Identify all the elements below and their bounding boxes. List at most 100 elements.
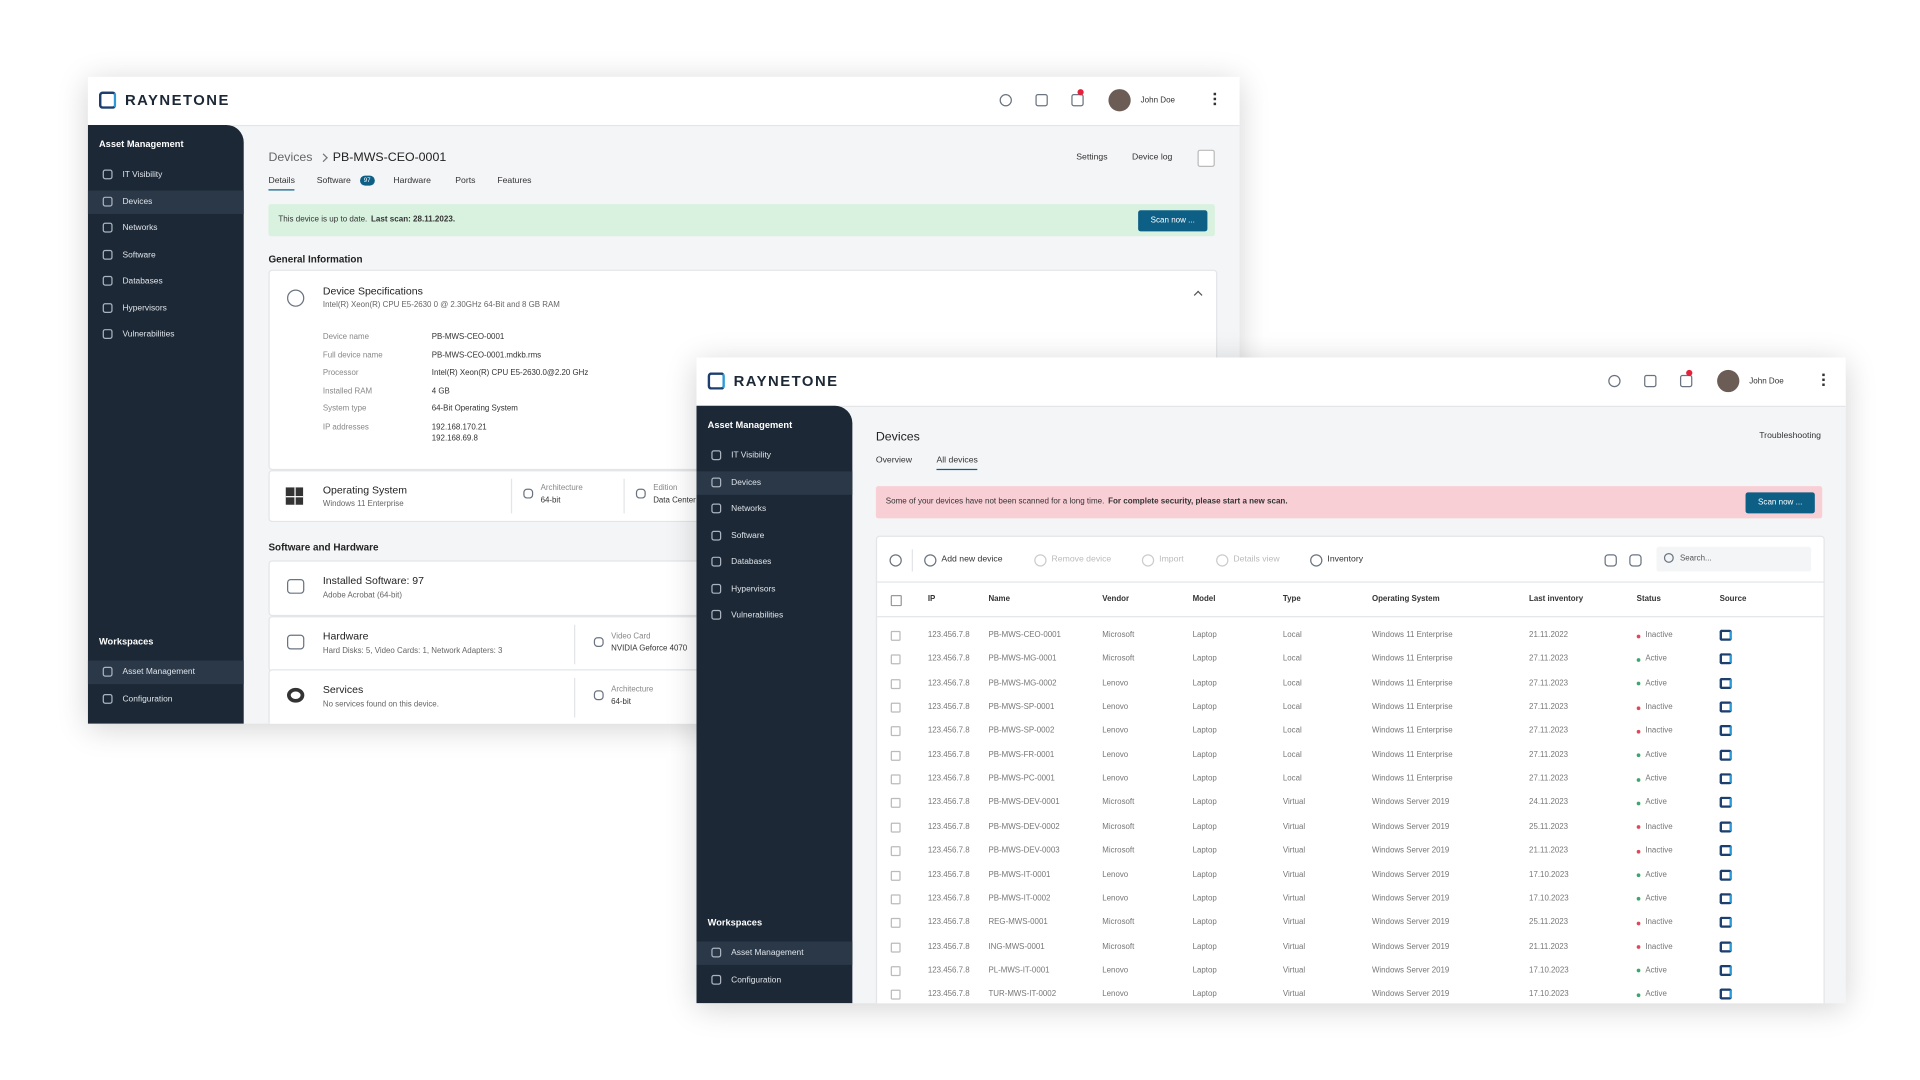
cell: Lenovo xyxy=(1102,774,1129,784)
workspace-item[interactable]: Asset Management xyxy=(87,660,244,685)
tab[interactable]: Software xyxy=(316,176,351,186)
nav-item[interactable]: Devices xyxy=(696,470,853,495)
banner-emphasis: Last scan: 28.11.2023. xyxy=(371,215,456,224)
field-label: Installed RAM xyxy=(322,386,373,396)
row-checkbox[interactable] xyxy=(890,846,901,857)
cell: 27.11.2023 xyxy=(1529,774,1569,784)
header-checkbox[interactable] xyxy=(890,595,902,607)
collapse-chevron[interactable] xyxy=(1193,290,1203,300)
banner-text: This device is up to date. Last scan: 28.… xyxy=(278,215,455,224)
workspace-item[interactable]: Asset Management xyxy=(696,941,853,965)
user-name: John Doe xyxy=(1140,96,1176,106)
header-icon[interactable] xyxy=(1644,374,1657,388)
row-checkbox[interactable] xyxy=(890,774,901,785)
cell: Virtual xyxy=(1282,870,1306,879)
toolbar-button[interactable]: Remove device xyxy=(1051,555,1112,565)
nav-item[interactable]: Databases xyxy=(88,270,244,294)
nav-item[interactable]: Software xyxy=(696,524,852,548)
tab[interactable]: Features xyxy=(497,176,532,186)
header-icon[interactable] xyxy=(1679,374,1693,388)
cell: ING-MWS-0001 xyxy=(988,942,1045,951)
header-action[interactable]: Device log xyxy=(1131,153,1173,163)
nav-item[interactable]: Vulnerabilities xyxy=(696,604,852,628)
scan-button[interactable]: Scan now ... xyxy=(1745,492,1815,514)
card-icon xyxy=(287,578,305,594)
source-logo xyxy=(1719,964,1732,976)
toolbar-button[interactable]: Inventory xyxy=(1327,555,1364,565)
nav-item[interactable]: Hypervisors xyxy=(88,296,244,320)
cell: Laptop xyxy=(1192,702,1217,712)
header-icon[interactable] xyxy=(999,94,1012,107)
workspaces-title: Workspaces xyxy=(707,916,763,928)
header-action[interactable]: Settings xyxy=(1076,153,1108,163)
status-dot xyxy=(1636,753,1641,758)
header-icon[interactable] xyxy=(1071,94,1084,107)
row-checkbox[interactable] xyxy=(890,702,901,713)
row-checkbox[interactable] xyxy=(890,678,901,689)
banner-text: Some of your devices have not been scann… xyxy=(886,497,1288,506)
user-name: John Doe xyxy=(1749,377,1784,386)
status: Inactive xyxy=(1645,702,1673,712)
row-checkbox[interactable] xyxy=(890,798,901,809)
menu-button[interactable] xyxy=(1197,149,1215,168)
workspace-item[interactable]: Configuration xyxy=(88,687,244,711)
tab[interactable]: All devices xyxy=(936,456,978,471)
refresh-icon[interactable] xyxy=(889,554,902,567)
nav-item[interactable]: Hypervisors xyxy=(696,577,852,601)
toolbar-button[interactable]: Add new device xyxy=(941,555,1003,565)
tab[interactable]: Details xyxy=(268,177,295,191)
row-checkbox[interactable] xyxy=(890,989,901,1000)
row-checkbox[interactable] xyxy=(890,942,901,953)
cell: Laptop xyxy=(1192,750,1217,760)
row-checkbox[interactable] xyxy=(890,894,901,905)
header-action[interactable]: Troubleshooting xyxy=(1759,431,1822,441)
nav-item[interactable]: IT Visibility xyxy=(696,444,852,468)
row-checkbox[interactable] xyxy=(890,750,901,761)
page-title: Devices xyxy=(875,430,920,445)
row-checkbox[interactable] xyxy=(890,630,901,641)
cell: Laptop xyxy=(1192,846,1217,856)
tab[interactable]: Ports xyxy=(455,176,476,186)
toolbar-button[interactable]: Import xyxy=(1159,555,1184,565)
tab[interactable]: Overview xyxy=(875,456,912,466)
toolbar-icon[interactable] xyxy=(1604,554,1617,567)
nav-item[interactable]: Devices xyxy=(87,189,244,214)
nav-item[interactable]: Software xyxy=(88,243,244,267)
status: Active xyxy=(1645,870,1667,879)
row-checkbox[interactable] xyxy=(890,918,901,929)
row-checkbox[interactable] xyxy=(890,966,901,976)
cell: Windows 11 Enterprise xyxy=(1371,726,1453,736)
row-checkbox[interactable] xyxy=(890,726,901,737)
tab[interactable]: Hardware xyxy=(393,176,431,186)
menu-dots[interactable] xyxy=(1822,373,1827,386)
row-checkbox[interactable] xyxy=(890,654,901,665)
menu-dots[interactable] xyxy=(1213,92,1219,106)
cell: PB-MWS-IT-0001 xyxy=(988,870,1051,879)
cell: Local xyxy=(1282,774,1302,784)
cell: Virtual xyxy=(1282,846,1306,856)
cell: 21.11.2023 xyxy=(1529,942,1569,951)
status: Inactive xyxy=(1645,630,1673,640)
header-icon[interactable] xyxy=(1608,374,1621,388)
row-checkbox[interactable] xyxy=(890,870,901,881)
workspace-item[interactable]: Configuration xyxy=(696,968,852,992)
top-bar: RAYNETONE John Doe xyxy=(696,357,1846,408)
header-icon[interactable] xyxy=(1035,94,1048,107)
nav-item[interactable]: Databases xyxy=(696,551,852,575)
nav-item[interactable]: Vulnerabilities xyxy=(88,323,244,347)
toolbar-button[interactable]: Details view xyxy=(1233,555,1280,565)
search-box[interactable]: Search... xyxy=(1656,546,1812,572)
field-value: 192.168.170.21 xyxy=(431,423,487,432)
cell: PB-MWS-SP-0002 xyxy=(988,726,1055,736)
avatar[interactable] xyxy=(1108,89,1131,112)
avatar[interactable] xyxy=(1717,369,1740,393)
toolbar-icon[interactable] xyxy=(1629,554,1642,567)
cell: 27.11.2023 xyxy=(1529,678,1569,688)
nav-item[interactable]: IT Visibility xyxy=(88,163,244,187)
nav-item[interactable]: Networks xyxy=(696,497,852,521)
status-dot xyxy=(1636,873,1641,878)
row-checkbox[interactable] xyxy=(890,822,901,833)
scan-button[interactable]: Scan now ... xyxy=(1138,210,1208,232)
card-title: Services xyxy=(322,682,364,696)
nav-item[interactable]: Networks xyxy=(88,216,244,240)
